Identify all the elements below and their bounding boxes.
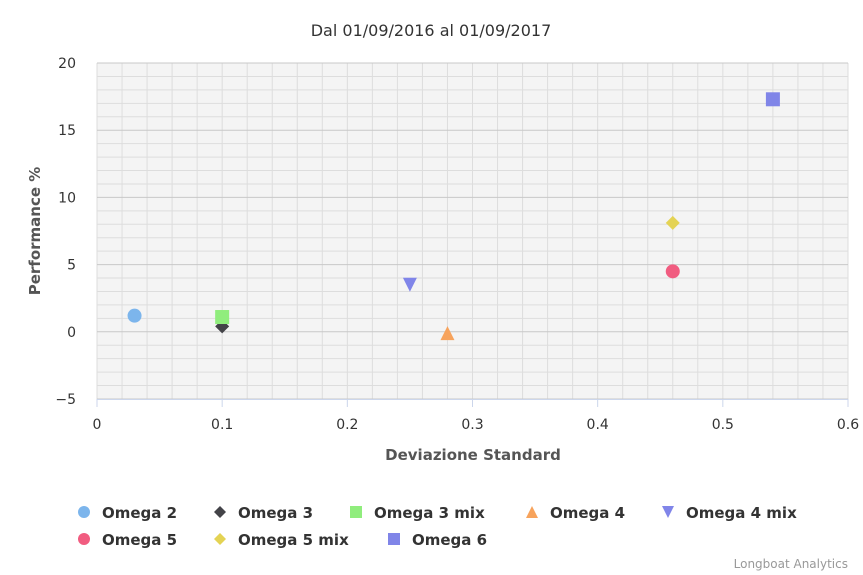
legend-item[interactable]: Omega 6 bbox=[388, 531, 487, 549]
legend-symbol-circle-icon bbox=[78, 533, 90, 545]
x-tick-label: 0.6 bbox=[837, 417, 859, 433]
legend-symbol-diamond-icon bbox=[214, 506, 226, 518]
legend-symbol-square-icon bbox=[388, 533, 400, 545]
y-tick-label: 10 bbox=[58, 190, 76, 206]
legend-symbol-triangle-icon bbox=[526, 506, 538, 518]
legend-item[interactable]: Omega 5 mix bbox=[214, 531, 349, 549]
x-axis-label: Deviazione Standard bbox=[385, 446, 561, 464]
legend-item[interactable]: Omega 4 bbox=[526, 504, 625, 522]
y-tick-label: 15 bbox=[58, 123, 76, 139]
legend-label: Omega 6 bbox=[412, 531, 487, 549]
x-tick-label: 0.3 bbox=[461, 417, 483, 433]
data-point bbox=[665, 264, 680, 279]
legend-label: Omega 3 mix bbox=[374, 504, 485, 522]
data-point bbox=[665, 215, 680, 230]
legend-symbol-circle-icon bbox=[78, 506, 90, 518]
y-tick-label: 0 bbox=[67, 325, 76, 341]
legend-item[interactable]: Omega 5 bbox=[78, 531, 177, 549]
legend-label: Omega 5 bbox=[102, 531, 177, 549]
data-point bbox=[402, 277, 417, 292]
x-tick-label: 0.4 bbox=[587, 417, 609, 433]
data-point bbox=[127, 308, 142, 323]
x-tick-label: 0.2 bbox=[336, 417, 358, 433]
data-point bbox=[440, 326, 455, 341]
legend: Omega 2 Omega 3 Omega 3 mix Omega 4 Omega 4 … bbox=[78, 504, 797, 549]
legend-label: Omega 4 bbox=[550, 504, 625, 522]
legend-label: Omega 5 mix bbox=[238, 531, 349, 549]
legend-item[interactable]: Omega 3 bbox=[214, 504, 313, 522]
legend-item[interactable]: Omega 4 mix bbox=[662, 504, 797, 522]
x-tick-label: 0.1 bbox=[211, 417, 233, 433]
y-tick-label: −5 bbox=[55, 392, 76, 408]
credits[interactable]: Longboat Analytics bbox=[734, 557, 848, 571]
legend-label: Omega 2 bbox=[102, 504, 177, 522]
legend-label: Omega 3 bbox=[238, 504, 313, 522]
data-point bbox=[215, 310, 230, 325]
y-tick-label: 20 bbox=[58, 56, 76, 72]
y-tick-label: 5 bbox=[67, 258, 76, 274]
legend-item[interactable]: Omega 2 bbox=[78, 504, 177, 522]
data-point bbox=[765, 92, 780, 107]
x-tick-label: 0.5 bbox=[712, 417, 734, 433]
legend-symbol-triangle-down-icon bbox=[662, 506, 674, 518]
y-axis-label: Performance % bbox=[26, 167, 44, 296]
x-tick-label: 0 bbox=[93, 417, 102, 433]
plot-area: 0 0.1 0.2 0.3 0.4 0.5 0.6 −5 0 5 10 15 20 bbox=[55, 56, 859, 433]
legend-item[interactable]: Omega 3 mix bbox=[350, 504, 485, 522]
legend-symbol-square-icon bbox=[350, 506, 362, 518]
legend-symbol-diamond-icon bbox=[214, 533, 226, 545]
legend-label: Omega 4 mix bbox=[686, 504, 797, 522]
chart-title: Dal 01/09/2016 al 01/09/2017 bbox=[311, 21, 552, 40]
